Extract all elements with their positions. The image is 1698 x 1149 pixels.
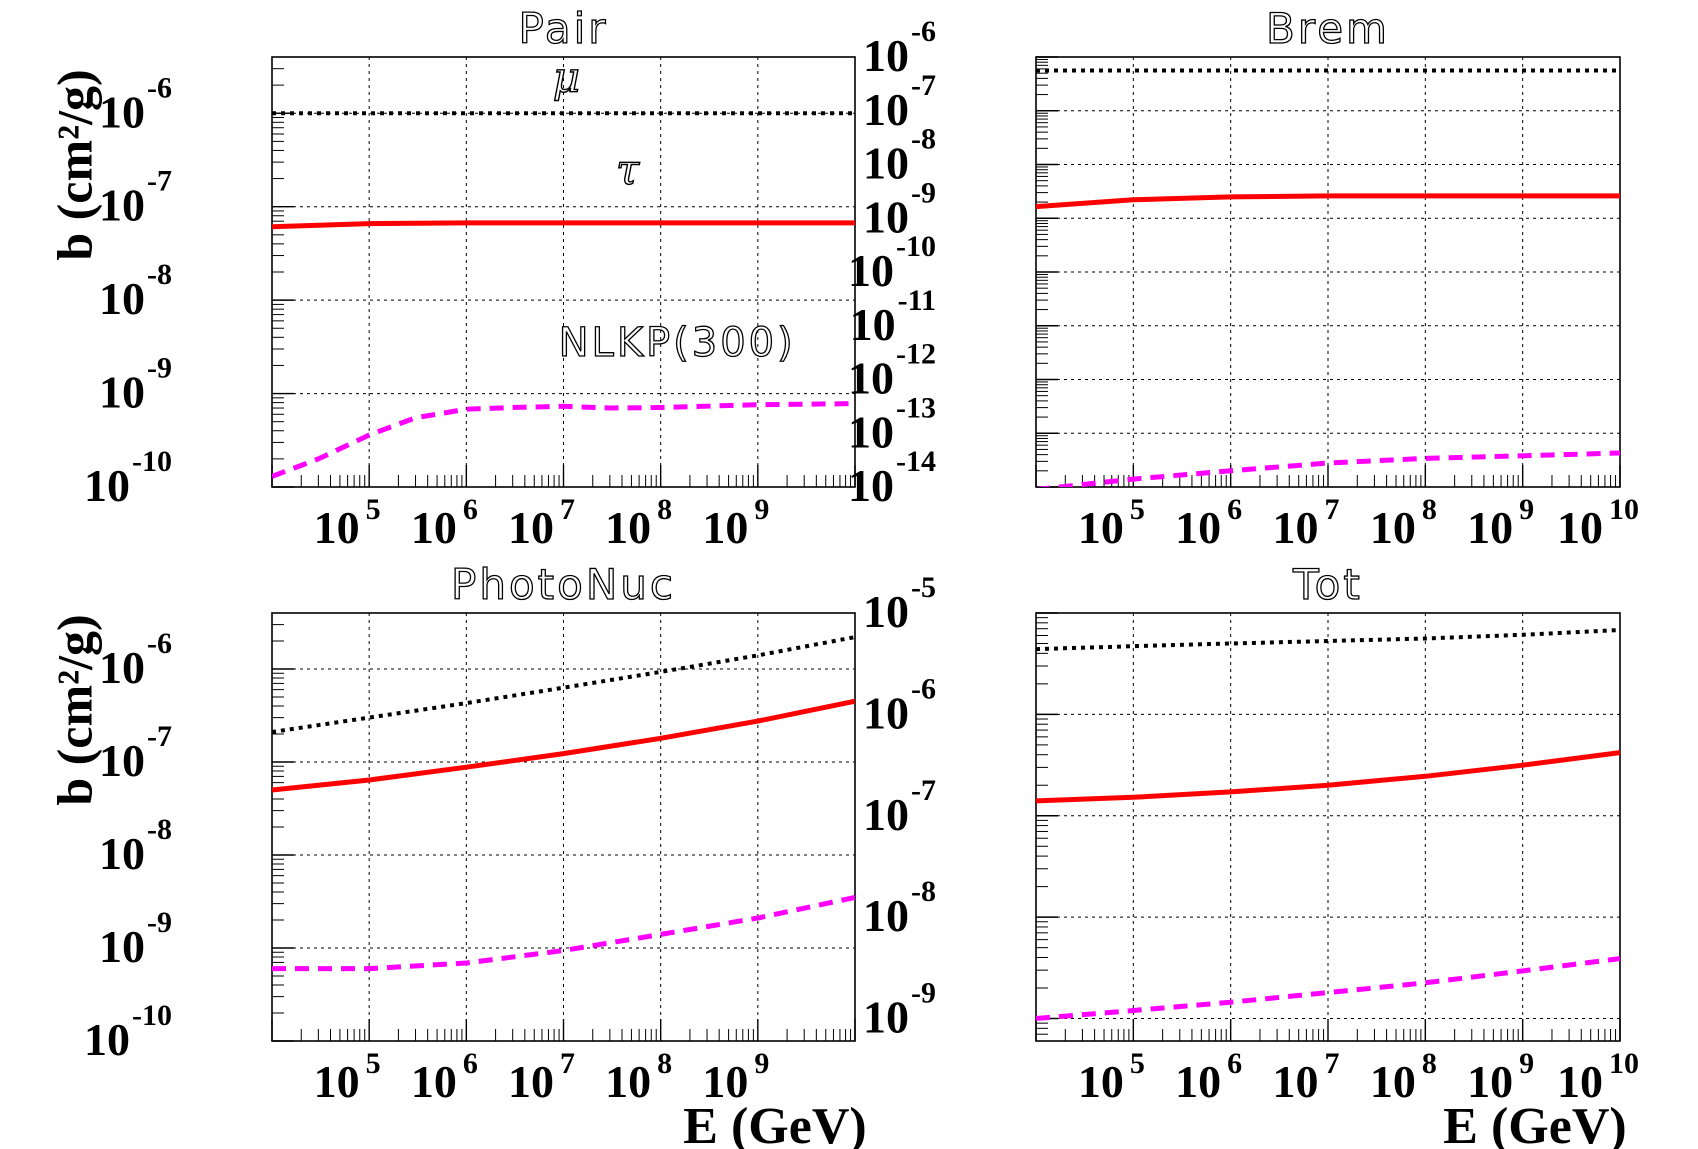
y-tick-label: 10-7 xyxy=(863,774,936,840)
x-tick-label: 10 6 xyxy=(411,493,478,553)
curve-label-nlkp-300: NLKP(300) xyxy=(559,320,796,366)
y-tick-label: 10-7 xyxy=(99,165,172,231)
y-tick-label: 10-9 xyxy=(863,977,936,1043)
panel-title: Brem xyxy=(1266,4,1390,53)
y-tick-label: 10-5 xyxy=(863,571,936,637)
series-group xyxy=(272,635,855,972)
y-axis-label-top: b (cm²/g) xyxy=(46,69,102,260)
x-tick-label: 10 7 xyxy=(508,493,575,553)
y-tick-label: 10-10 xyxy=(84,445,172,511)
x-tick-label: 10 8 xyxy=(1370,493,1437,553)
y-tick-label: 10-6 xyxy=(863,672,936,738)
x-tick-label: 10 7 xyxy=(508,1047,575,1107)
series-line-series-1 xyxy=(1036,628,1620,652)
series-line-series-3 xyxy=(1036,450,1620,487)
y-tick-label: 10-9 xyxy=(99,906,172,972)
panel-title: PhotoNuc xyxy=(451,560,676,609)
x-axis-label-left: E (GeV) xyxy=(683,1098,866,1149)
y-tick-label: 10-6 xyxy=(99,627,172,693)
plot-frame xyxy=(1035,56,1621,488)
series-group xyxy=(272,111,855,479)
series-line-series-2 xyxy=(1036,750,1620,804)
series-line-series-3 xyxy=(272,894,855,972)
y-tick-label: 10-8 xyxy=(863,875,936,941)
panel-pair: Pair 10 5 10 6 10 7 10 8 10 9 10-10 10-9 10-8 10-7 10-6… xyxy=(84,3,856,553)
x-axis-label-right: E (GeV) xyxy=(1443,1098,1626,1149)
plot-frame xyxy=(271,612,856,1042)
axis-ticks xyxy=(271,612,856,1042)
panel-title: Pair xyxy=(518,4,608,53)
plot-frame xyxy=(1035,612,1621,1042)
y-tick-label: 10-10 xyxy=(84,999,172,1065)
x-tick-label: 10 5 xyxy=(314,1047,381,1107)
series-group xyxy=(1036,628,1620,1021)
series-line-series-2 xyxy=(272,698,855,793)
grid xyxy=(1036,613,1620,1041)
curve-label-mu: τ xyxy=(616,145,640,194)
y-tick-label: 10-8 xyxy=(99,258,172,324)
x-tick-label: 10 6 xyxy=(1175,493,1242,553)
series-line-series-3 xyxy=(1036,956,1620,1021)
x-tick-label: 10 9 xyxy=(702,493,769,553)
y-tick-label: 10-9 xyxy=(99,352,172,418)
series-line-series-2 xyxy=(1036,193,1620,210)
x-tick-label: 10 7 xyxy=(1273,493,1340,553)
grid xyxy=(272,57,855,487)
axis-ticks xyxy=(1035,56,1621,488)
y-tick-label: 10-8 xyxy=(99,813,172,879)
series-line-series-2 xyxy=(272,220,855,230)
grid xyxy=(272,613,855,1041)
plot-frame xyxy=(271,56,856,488)
x-tick-label: 10 8 xyxy=(1370,1047,1437,1107)
x-tick-label: 10 7 xyxy=(1273,1047,1340,1107)
x-tick-label: 10 10 xyxy=(1557,493,1639,553)
series-group xyxy=(1036,68,1620,487)
series-line-nlkp-300 xyxy=(272,401,855,479)
y-axis-label-bottom: b (cm²/g) xyxy=(46,614,102,805)
x-tick-label: 10 5 xyxy=(1078,1047,1145,1107)
grid xyxy=(1036,57,1620,487)
x-tick-label: 10 6 xyxy=(411,1047,478,1107)
curve-label-mu: μ xyxy=(553,52,580,101)
x-tick-label: 10 5 xyxy=(1078,493,1145,553)
x-tick-label: 10 6 xyxy=(1175,1047,1242,1107)
y-tick-label: 10-6 xyxy=(99,71,172,137)
y-tick-label: 10-7 xyxy=(99,720,172,786)
x-tick-label: 10 8 xyxy=(605,1047,672,1107)
x-tick-label: 10 9 xyxy=(1467,493,1534,553)
x-tick-label: 10 8 xyxy=(605,493,672,553)
panel-title: Tot xyxy=(1292,560,1363,609)
x-tick-label: 10 5 xyxy=(314,493,381,553)
